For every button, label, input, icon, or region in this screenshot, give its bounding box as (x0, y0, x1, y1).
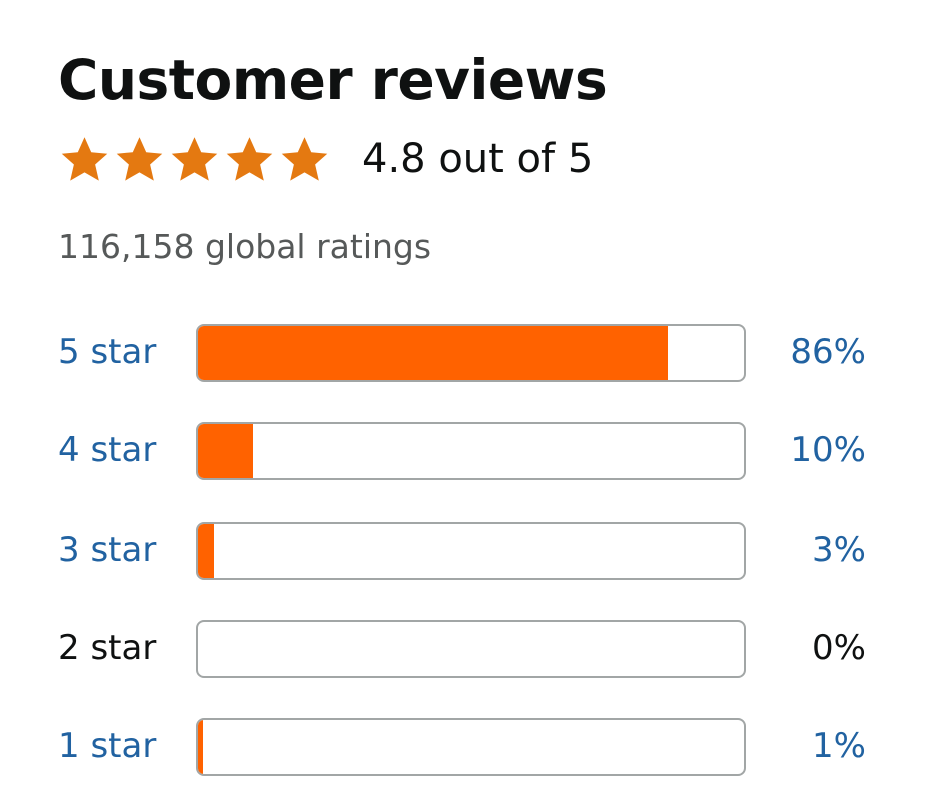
histogram-row[interactable]: 3 star 3% (0, 522, 944, 580)
star-icon (281, 137, 328, 181)
global-ratings-count: 116,158 global ratings (58, 227, 432, 266)
star-label[interactable]: 3 star (58, 530, 157, 570)
percentage-text[interactable]: 1% (812, 726, 866, 766)
percentage-bar-fill (198, 524, 215, 578)
percentage-bar[interactable] (196, 522, 746, 580)
percentage-bar-fill (198, 424, 253, 478)
percentage-text[interactable]: 86% (790, 332, 866, 372)
star-icon (171, 137, 218, 181)
histogram-row: 2 star 0% (0, 620, 944, 678)
star-label[interactable]: 1 star (58, 726, 157, 766)
percentage-bar-fill (198, 720, 204, 774)
star-label: 2 star (58, 628, 157, 668)
star-icon (61, 137, 108, 181)
histogram-row[interactable]: 4 star 10% (0, 422, 944, 480)
percentage-text: 0% (812, 628, 866, 668)
percentage-text[interactable]: 3% (812, 530, 866, 570)
percentage-bar (196, 620, 746, 678)
star-rating (58, 134, 331, 186)
percentage-bar[interactable] (196, 422, 746, 480)
percentage-bar-fill (198, 326, 668, 380)
average-rating: 4.8 out of 5 (362, 136, 594, 182)
histogram-row[interactable]: 1 star 1% (0, 718, 944, 776)
percentage-bar[interactable] (196, 324, 746, 382)
star-label[interactable]: 4 star (58, 430, 157, 470)
histogram-row[interactable]: 5 star 86% (0, 324, 944, 382)
star-icon (226, 137, 273, 181)
percentage-text[interactable]: 10% (790, 430, 866, 470)
star-icon (116, 137, 163, 181)
page-title: Customer reviews (58, 48, 608, 112)
star-label[interactable]: 5 star (58, 332, 157, 372)
percentage-bar[interactable] (196, 718, 746, 776)
